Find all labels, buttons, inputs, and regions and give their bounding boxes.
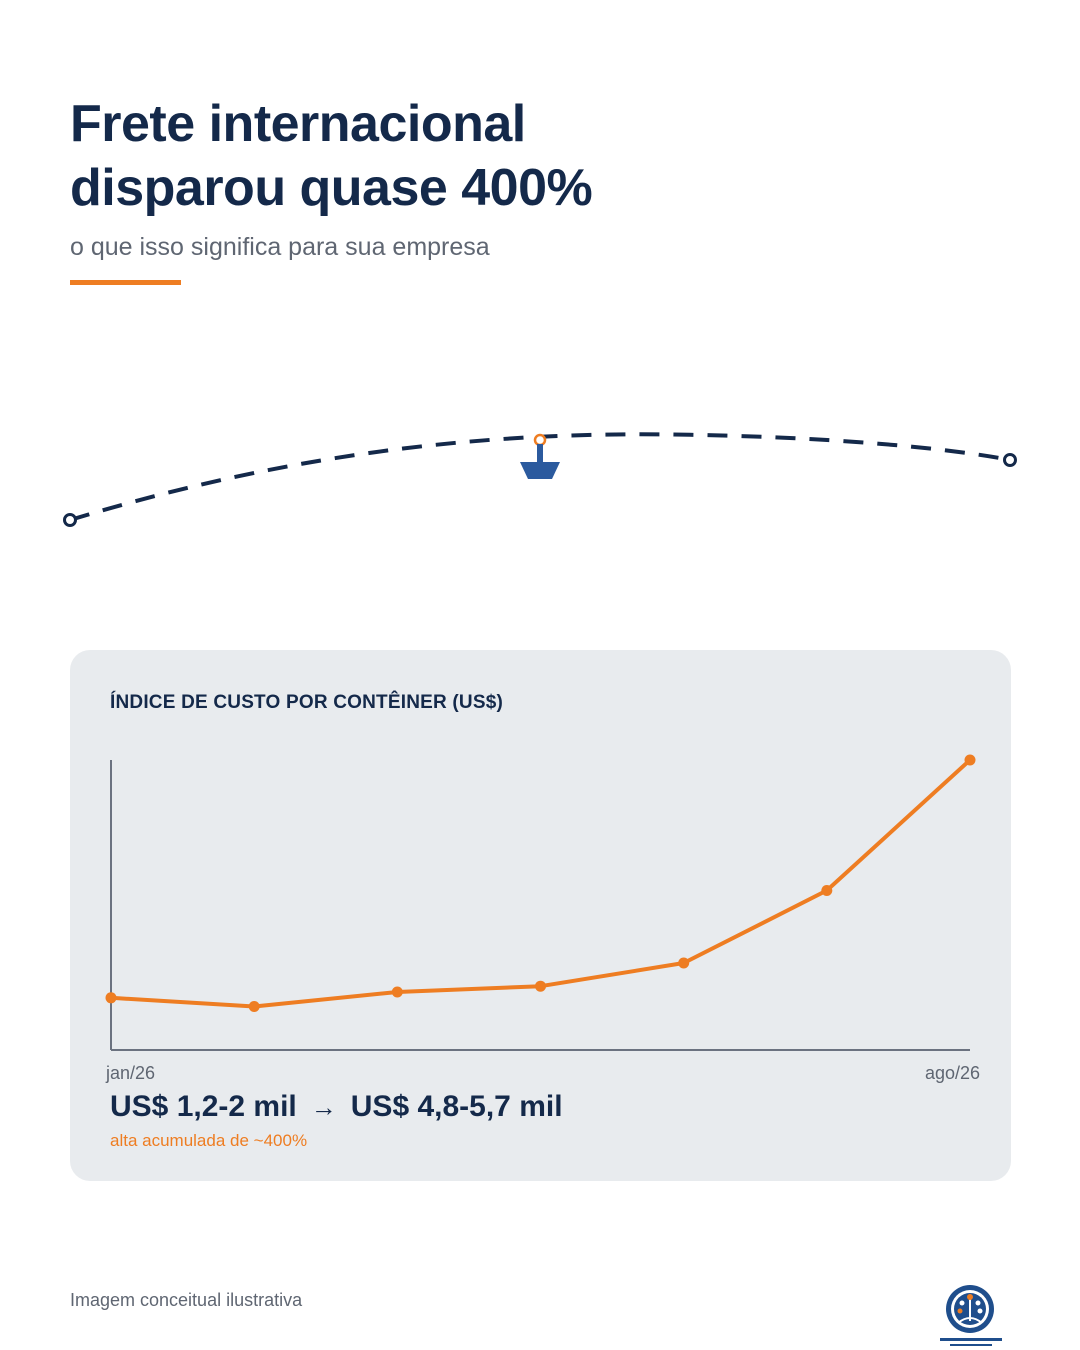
title-line-2: disparou quase 400% bbox=[70, 159, 593, 217]
origin-port-icon bbox=[63, 513, 77, 527]
accent-divider bbox=[70, 280, 181, 285]
destination-port-icon bbox=[1003, 453, 1017, 467]
price-range: US$ 1,2-2 mil → US$ 4,8-5,7 mil bbox=[110, 1090, 563, 1124]
range-from: US$ 1,2-2 mil bbox=[110, 1090, 297, 1123]
data-point-1 bbox=[105, 992, 117, 1004]
data-point-5 bbox=[678, 957, 690, 969]
data-point-4 bbox=[535, 980, 546, 992]
cost-index-card: ÍNDICE DE CUSTO POR CONTÊINER (US$) jan/… bbox=[70, 650, 1011, 1181]
arrow-right-icon: → bbox=[310, 1091, 337, 1122]
x-tick-label-start: jan/26 bbox=[106, 1063, 156, 1083]
shipping-route-illustration bbox=[63, 432, 1017, 527]
data-point-7 bbox=[964, 754, 976, 766]
ship-icon bbox=[520, 433, 560, 479]
route-dashed-line bbox=[69, 432, 1011, 522]
image-caption: Imagem conceitual ilustrativa bbox=[70, 1290, 303, 1310]
chart-title: ÍNDICE DE CUSTO POR CONTÊINER (US$) bbox=[110, 692, 504, 713]
company-logo bbox=[940, 1285, 1002, 1346]
data-point-2 bbox=[248, 1001, 260, 1012]
series-line bbox=[109, 758, 972, 1009]
x-tick-label-end: ago/26 bbox=[924, 1063, 980, 1083]
data-point-3 bbox=[391, 986, 403, 998]
data-point-6 bbox=[821, 885, 833, 896]
increase-note: alta acumulada de ~400% bbox=[110, 1131, 308, 1150]
page-title: Frete internacional disparou quase 400% bbox=[70, 92, 870, 220]
range-to: US$ 4,8-5,7 mil bbox=[350, 1090, 563, 1123]
line-chart bbox=[105, 754, 976, 1051]
page-subtitle: o que isso significa para sua empresa bbox=[70, 233, 490, 261]
title-line-1: Frete internacional bbox=[70, 95, 526, 153]
